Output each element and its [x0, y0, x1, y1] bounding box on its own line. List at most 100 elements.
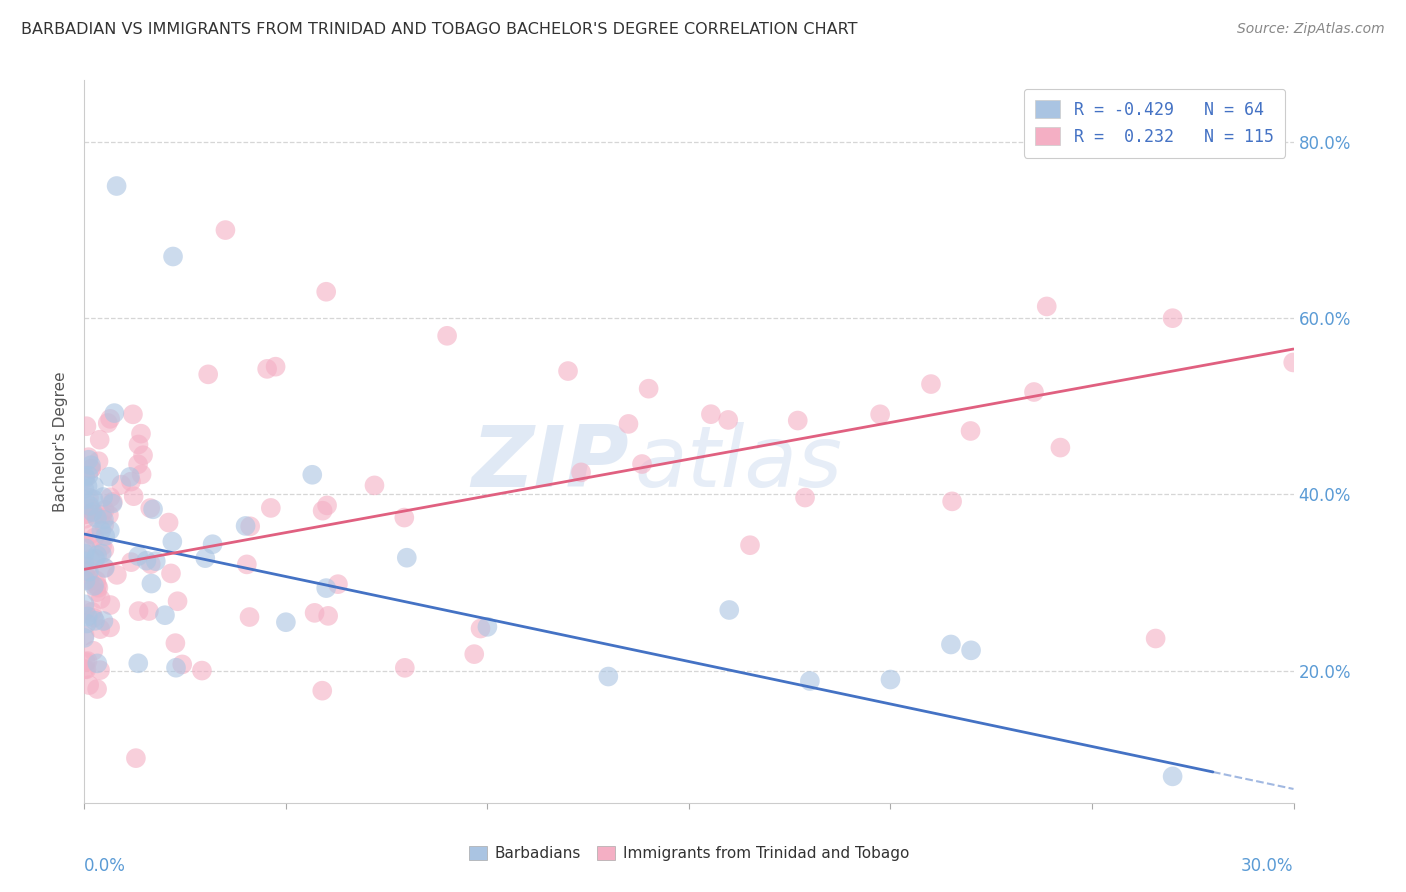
Point	[73, 535, 96, 549]
Point	[83, 579, 105, 593]
Point	[101, 496, 124, 510]
Point	[80, 605, 103, 619]
Point	[73, 469, 96, 483]
Y-axis label: Bachelor's Degree: Bachelor's Degree	[53, 371, 69, 512]
Point	[960, 643, 983, 657]
Point	[738, 538, 761, 552]
Point	[73, 662, 96, 676]
Point	[75, 471, 97, 485]
Point	[316, 499, 339, 513]
Point	[139, 501, 162, 516]
Point	[238, 610, 260, 624]
Point	[91, 490, 114, 504]
Point	[77, 491, 100, 505]
Point	[105, 179, 128, 194]
Point	[76, 616, 98, 631]
Point	[395, 550, 418, 565]
Point	[127, 457, 149, 471]
Point	[84, 551, 107, 566]
Point	[162, 250, 184, 264]
Point	[75, 655, 97, 669]
Point	[73, 547, 96, 561]
Point	[304, 606, 326, 620]
Point	[90, 524, 112, 538]
Point	[73, 512, 96, 526]
Point	[73, 597, 96, 611]
Point	[631, 457, 654, 471]
Point	[477, 620, 499, 634]
Point	[127, 549, 149, 563]
Point	[436, 328, 458, 343]
Point	[75, 541, 97, 556]
Point	[79, 502, 101, 516]
Point	[128, 437, 150, 451]
Point	[83, 531, 105, 545]
Legend: Barbadians, Immigrants from Trinidad and Tobago: Barbadians, Immigrants from Trinidad and…	[463, 840, 915, 867]
Point	[80, 458, 103, 473]
Point	[315, 581, 337, 595]
Point	[101, 495, 124, 509]
Point	[139, 557, 162, 571]
Point	[315, 285, 337, 299]
Point	[311, 504, 333, 518]
Text: ZIP: ZIP	[471, 422, 628, 505]
Text: 0.0%: 0.0%	[84, 857, 127, 875]
Point	[138, 604, 160, 618]
Point	[79, 574, 101, 588]
Point	[717, 413, 740, 427]
Point	[120, 555, 142, 569]
Point	[93, 542, 115, 557]
Point	[76, 654, 98, 668]
Point	[264, 359, 287, 374]
Point	[120, 475, 142, 489]
Point	[1035, 300, 1057, 314]
Point	[617, 417, 640, 431]
Point	[93, 503, 115, 517]
Point	[98, 598, 121, 612]
Point	[87, 454, 110, 468]
Point	[97, 416, 120, 430]
Point	[939, 638, 962, 652]
Point	[98, 524, 121, 538]
Point	[73, 628, 96, 642]
Point	[879, 673, 901, 687]
Point	[959, 424, 981, 438]
Point	[135, 554, 157, 568]
Point	[80, 527, 103, 541]
Point	[131, 467, 153, 482]
Text: Source: ZipAtlas.com: Source: ZipAtlas.com	[1237, 22, 1385, 37]
Point	[86, 585, 108, 599]
Point	[145, 554, 167, 568]
Point	[94, 561, 117, 575]
Point	[86, 657, 108, 671]
Point	[86, 681, 108, 696]
Point	[77, 678, 100, 692]
Point	[718, 603, 741, 617]
Point	[470, 622, 492, 636]
Point	[128, 604, 150, 618]
Point	[1022, 384, 1045, 399]
Point	[394, 510, 416, 524]
Point	[75, 662, 97, 676]
Point	[165, 661, 187, 675]
Point	[98, 412, 121, 426]
Point	[194, 551, 217, 566]
Point	[73, 631, 96, 645]
Point	[637, 382, 659, 396]
Point	[77, 450, 100, 465]
Point	[90, 592, 112, 607]
Point	[153, 608, 176, 623]
Point	[799, 673, 821, 688]
Point	[122, 407, 145, 421]
Point	[127, 657, 149, 671]
Point	[82, 505, 104, 519]
Point	[700, 407, 723, 421]
Point	[73, 564, 96, 578]
Point	[86, 511, 108, 525]
Point	[77, 468, 100, 483]
Point	[463, 647, 485, 661]
Point	[363, 478, 385, 492]
Point	[73, 492, 96, 507]
Point	[82, 492, 104, 507]
Point	[75, 507, 97, 521]
